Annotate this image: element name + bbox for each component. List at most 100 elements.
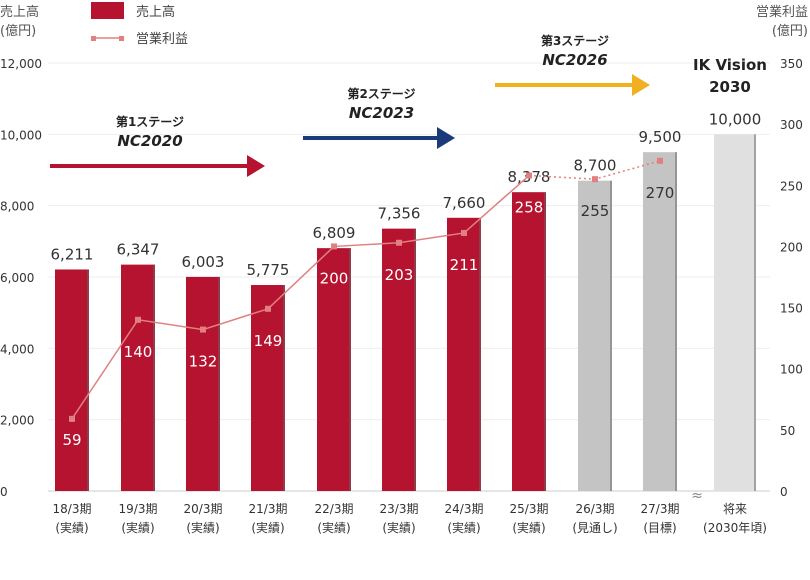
bar-shadow xyxy=(349,248,351,491)
legend-bar-label: 売上高 xyxy=(136,4,175,20)
profit-label: 140 xyxy=(124,343,153,361)
left-tick-label: 0 xyxy=(0,485,8,499)
bar-shadow xyxy=(610,180,612,491)
profit-label: 258 xyxy=(515,199,544,217)
left-tick-label: 8,000 xyxy=(0,200,34,214)
category-label: 19/3期 xyxy=(119,502,158,516)
profit-label: 211 xyxy=(450,256,479,274)
category-sublabel: (実績) xyxy=(382,520,415,535)
revenue-bar xyxy=(512,192,546,491)
category-sublabel: (実績) xyxy=(512,520,545,535)
stage-label: 第3ステージ xyxy=(541,33,609,48)
right-tick-label: 100 xyxy=(780,363,803,377)
stage-arrow-head xyxy=(247,155,265,177)
revenue-label: 5,775 xyxy=(247,261,290,279)
left-axis-label: 売上高 xyxy=(0,4,39,20)
right-axis-label: 営業利益 xyxy=(756,4,808,20)
revenue-label: 6,211 xyxy=(51,245,94,263)
profit-marker xyxy=(135,316,141,323)
right-axis-label: (億円) xyxy=(772,23,808,39)
revenue-label: 8,700 xyxy=(574,157,617,175)
category-sublabel: (目標) xyxy=(643,521,676,535)
category-sublabel: (2030年頃) xyxy=(703,521,767,535)
category-label: 22/3期 xyxy=(315,502,354,516)
left-axis-label: (億円) xyxy=(0,23,36,39)
category-label: 20/3期 xyxy=(184,502,223,516)
stage-arrow-head xyxy=(437,127,455,149)
profit-marker xyxy=(396,239,402,246)
left-tick-label: 2,000 xyxy=(0,414,34,428)
category-sublabel: (実績) xyxy=(317,520,350,535)
stage-label: 第2ステージ xyxy=(347,86,415,101)
right-tick-label: 300 xyxy=(780,118,803,132)
profit-label: 255 xyxy=(581,202,610,220)
profit-marker xyxy=(200,326,206,333)
right-tick-label: 350 xyxy=(780,57,803,71)
bar-shadow xyxy=(479,217,481,491)
bar-shadow xyxy=(675,152,677,491)
right-tick-label: 200 xyxy=(780,240,803,254)
bar-shadow xyxy=(153,264,155,491)
right-tick-label: 150 xyxy=(780,302,803,316)
axis-break-icon: ≈ xyxy=(691,488,703,504)
category-label: 27/3期 xyxy=(641,502,680,516)
legend-line-marker xyxy=(119,36,124,41)
legend-line-marker xyxy=(91,36,96,41)
left-tick-label: 12,000 xyxy=(0,57,42,71)
profit-marker xyxy=(331,243,337,250)
revenue-label: 6,347 xyxy=(117,241,160,259)
revenue-label: 10,000 xyxy=(709,110,762,128)
profit-label: 132 xyxy=(189,353,218,371)
right-tick-label: 50 xyxy=(780,424,795,438)
profit-label: 149 xyxy=(254,332,283,350)
profit-marker xyxy=(461,229,467,236)
revenue-bar xyxy=(382,228,416,492)
bar-shadow xyxy=(218,276,220,491)
profit-label: 59 xyxy=(62,431,81,449)
revenue-bar xyxy=(714,134,756,492)
category-label: 23/3期 xyxy=(380,502,419,516)
revenue-label: 9,500 xyxy=(639,128,682,146)
category-sublabel: (実績) xyxy=(121,520,154,535)
category-sublabel: (実績) xyxy=(186,520,219,535)
revenue-label: 7,356 xyxy=(378,205,421,223)
legend-bar-swatch xyxy=(91,2,124,19)
left-tick-label: 10,000 xyxy=(0,128,42,142)
category-sublabel: (実績) xyxy=(447,520,480,535)
vision-title: IK Vision xyxy=(693,56,767,74)
bar-shadow xyxy=(754,134,756,492)
revenue-label: 6,003 xyxy=(182,253,225,271)
revenue-label: 6,809 xyxy=(313,224,356,242)
revenue-bar xyxy=(643,152,677,491)
revenue-bar xyxy=(186,276,220,491)
profit-marker xyxy=(526,172,532,179)
profit-marker xyxy=(69,415,75,422)
profit-marker xyxy=(265,305,271,312)
stage-name: NC2023 xyxy=(349,104,414,122)
category-sublabel: (実績) xyxy=(55,520,88,535)
profit-line-actual xyxy=(71,174,530,420)
stage-name: NC2020 xyxy=(117,132,182,150)
profit-marker xyxy=(592,176,598,183)
right-tick-label: 250 xyxy=(780,179,803,193)
stage-name: NC2026 xyxy=(542,51,607,69)
stage-label: 第1ステージ xyxy=(116,114,184,129)
left-tick-label: 4,000 xyxy=(0,342,34,356)
category-label: 25/3期 xyxy=(510,502,549,516)
revenue-bar xyxy=(251,285,285,491)
profit-label: 200 xyxy=(320,269,349,287)
bar-shadow xyxy=(87,269,89,491)
stage-arrow-head xyxy=(632,74,650,96)
bar-shadow xyxy=(544,192,546,491)
bar-shadow xyxy=(414,228,416,492)
profit-marker xyxy=(657,157,663,164)
category-label: 24/3期 xyxy=(445,502,484,516)
legend-line-label: 営業利益 xyxy=(136,31,188,47)
category-sublabel: (実績) xyxy=(251,520,284,535)
revenue-bar xyxy=(578,180,612,491)
vision-year: 2030 xyxy=(709,78,751,96)
category-label: 将来 xyxy=(723,502,747,516)
category-label: 21/3期 xyxy=(249,502,288,516)
